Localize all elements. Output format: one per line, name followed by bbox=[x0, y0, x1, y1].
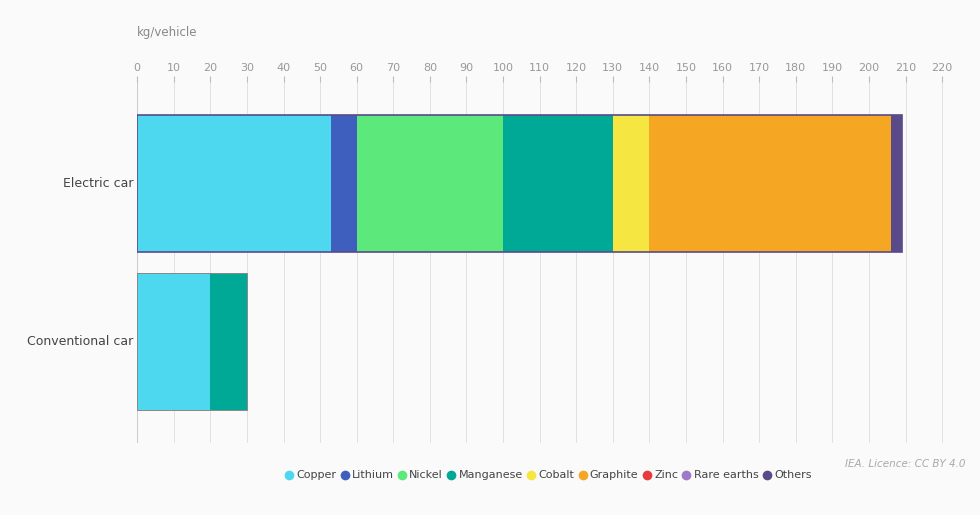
Bar bbox=[331, 115, 357, 252]
Legend: Copper, Lithium, Nickel, Manganese, Cobalt, Graphite, Zinc, Rare earths, Others: Copper, Lithium, Nickel, Manganese, Coba… bbox=[286, 470, 811, 480]
Bar bbox=[137, 115, 902, 252]
Text: kg/vehicle: kg/vehicle bbox=[137, 26, 198, 39]
Bar bbox=[650, 115, 891, 252]
Bar bbox=[612, 115, 650, 252]
Bar bbox=[503, 115, 612, 252]
Bar bbox=[891, 115, 902, 252]
Bar bbox=[137, 115, 331, 252]
Bar bbox=[137, 273, 247, 410]
Text: Conventional car: Conventional car bbox=[26, 335, 133, 349]
Bar bbox=[137, 273, 211, 410]
Text: Electric car: Electric car bbox=[63, 177, 133, 190]
Bar bbox=[357, 115, 503, 252]
Text: IEA. Licence: CC BY 4.0: IEA. Licence: CC BY 4.0 bbox=[845, 459, 965, 469]
Bar bbox=[211, 273, 247, 410]
